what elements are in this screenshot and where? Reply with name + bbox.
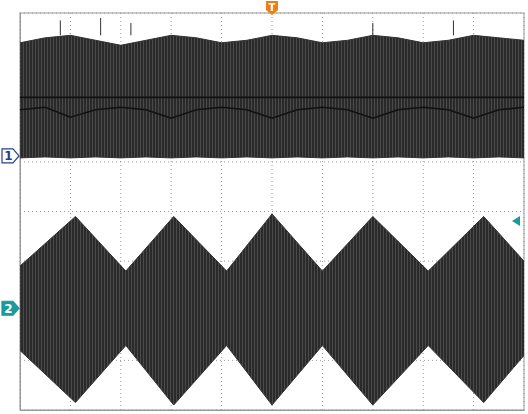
spike <box>100 18 101 35</box>
inner-trace <box>20 97 524 99</box>
spike <box>372 23 373 35</box>
inner-trace <box>20 107 524 118</box>
spike <box>453 20 454 35</box>
grid-line <box>20 211 524 212</box>
spike <box>130 23 131 35</box>
channel-label: 2 <box>4 302 12 316</box>
spike <box>60 20 61 35</box>
plot-frame <box>20 13 524 410</box>
channel-label: 1 <box>4 149 12 163</box>
trigger-marker-shape <box>266 1 278 15</box>
channel-marker-shape <box>2 301 19 315</box>
trace-envelope <box>20 35 524 158</box>
trace-envelope <box>20 214 524 405</box>
trigger-level-marker <box>512 216 520 226</box>
channel-marker: 2 <box>2 301 19 316</box>
channel-marker-shape <box>2 149 19 163</box>
scope-screen: 1 2 T <box>0 0 528 414</box>
plot-area <box>20 18 524 405</box>
trigger-label: T <box>269 2 276 13</box>
grid-line <box>20 161 524 162</box>
channel-marker: 1 <box>2 149 19 164</box>
grid <box>20 13 524 410</box>
trigger-marker: T <box>266 1 278 15</box>
